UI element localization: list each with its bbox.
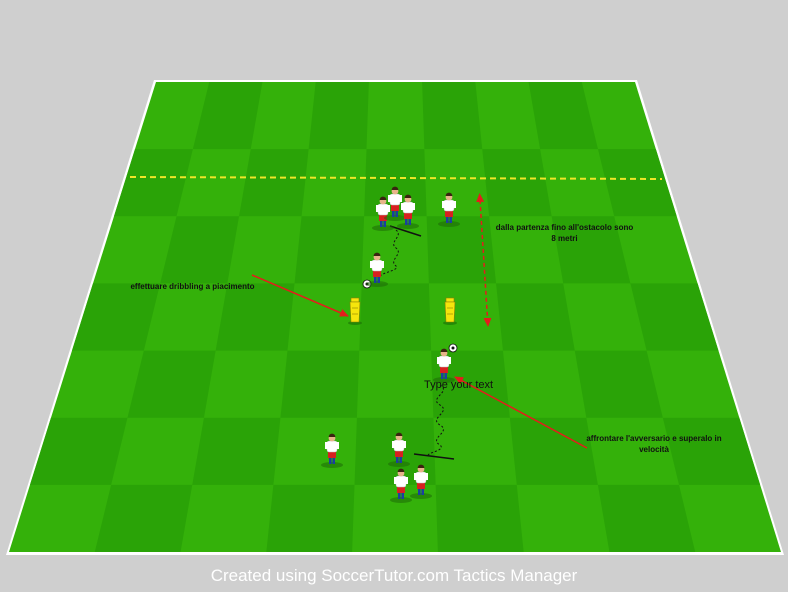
pitch-stripe bbox=[30, 417, 128, 485]
pitch-stripe bbox=[422, 82, 483, 150]
pitch-stripe bbox=[114, 149, 193, 217]
distance-annotation-line2: 8 metri bbox=[551, 234, 578, 243]
pitch-stripe bbox=[294, 216, 365, 284]
placeholder-text-box[interactable]: Type your text bbox=[424, 379, 494, 391]
pitch-stripe bbox=[482, 149, 552, 217]
distance-annotation-line1: dalla partenza fino all'ostacolo sono bbox=[495, 223, 634, 232]
pitch-stripe bbox=[551, 216, 631, 284]
player-icon bbox=[366, 252, 388, 287]
pitch-stripe bbox=[597, 149, 677, 217]
pitch-stripe bbox=[192, 82, 263, 150]
players bbox=[321, 186, 460, 503]
pitch-stripe bbox=[308, 82, 369, 150]
pitch-stripe bbox=[94, 484, 193, 552]
pitch-stripe bbox=[239, 149, 309, 217]
mannequin-icon bbox=[348, 297, 362, 325]
pitch-stripe bbox=[72, 283, 161, 351]
pitch-stripe bbox=[192, 417, 281, 485]
dribbling-annotation-text: effettuare dribbling a piacimento bbox=[130, 282, 255, 291]
pitch-stripe bbox=[215, 283, 295, 351]
distance-annotation: dalla partenza fino all'ostacolo sono 8 … bbox=[482, 222, 647, 244]
pitch-stripe bbox=[127, 350, 216, 418]
player-icon bbox=[384, 186, 406, 221]
pitch-stripe bbox=[496, 283, 575, 351]
dashed-line bbox=[129, 176, 663, 180]
attack-arrow bbox=[454, 376, 588, 449]
dribble-path-top bbox=[379, 229, 399, 277]
dribbling-annotation: effettuare dribbling a piacimento bbox=[110, 281, 275, 292]
pitch-stripe bbox=[509, 417, 598, 485]
pitch-stripe bbox=[528, 82, 598, 150]
pitch-stripe bbox=[662, 417, 761, 485]
pitch-stripe bbox=[435, 484, 524, 552]
attack-annotation-line2: velocità bbox=[639, 445, 669, 454]
footer-credit: Created using SoccerTutor.com Tactics Ma… bbox=[210, 566, 578, 585]
attack-annotation: affrontare l'avversario e superalo in ve… bbox=[570, 433, 738, 455]
pitch-stripe bbox=[160, 216, 240, 284]
distance-arrow bbox=[476, 193, 492, 327]
player-icon bbox=[410, 464, 432, 499]
pitch-stripe bbox=[597, 484, 696, 552]
pitch-stripes bbox=[30, 82, 761, 552]
pitch-stripe bbox=[630, 283, 719, 351]
ball-icon bbox=[448, 343, 458, 353]
player-icon bbox=[372, 196, 394, 231]
pitch-stripe bbox=[359, 283, 432, 351]
player-icon bbox=[388, 432, 410, 467]
pitch-stripe bbox=[266, 484, 355, 552]
player-icon bbox=[433, 348, 455, 383]
attack-annotation-line1: affrontare l'avversario e superalo in bbox=[586, 434, 722, 443]
dribble-path-bottom bbox=[427, 384, 444, 456]
pitch-stripe bbox=[280, 350, 360, 418]
player-icon bbox=[390, 468, 412, 503]
pitch-stripe bbox=[574, 350, 663, 418]
pitch-stripe bbox=[431, 350, 510, 418]
start-line-top bbox=[389, 225, 422, 237]
dribbling-arrow bbox=[251, 274, 349, 317]
mannequin-icon bbox=[443, 297, 457, 325]
player-icon bbox=[438, 192, 460, 227]
start-line-bottom bbox=[413, 453, 455, 460]
player-icon bbox=[321, 433, 343, 468]
player-icon bbox=[397, 194, 419, 229]
